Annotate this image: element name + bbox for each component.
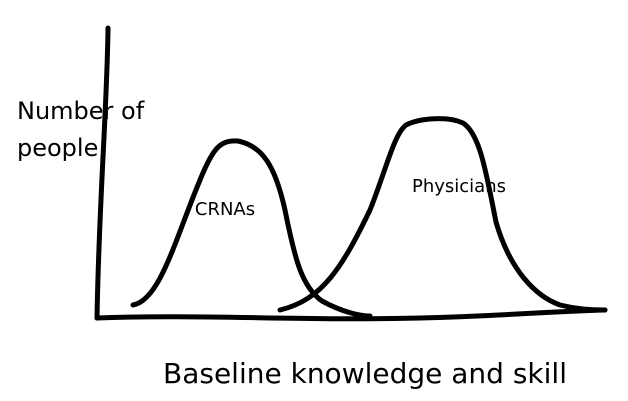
y-axis-label: Number of [17,97,145,125]
x-axis-label: Baseline knowledge and skill [163,357,567,390]
y-axis [94,25,111,321]
physician-curve [277,116,608,313]
curve-label: CRNAs [195,199,255,220]
crna-curve [130,138,373,319]
y-axis-label: people [17,134,98,162]
x-axis [94,307,608,322]
curve-label: Physicians [412,176,506,197]
